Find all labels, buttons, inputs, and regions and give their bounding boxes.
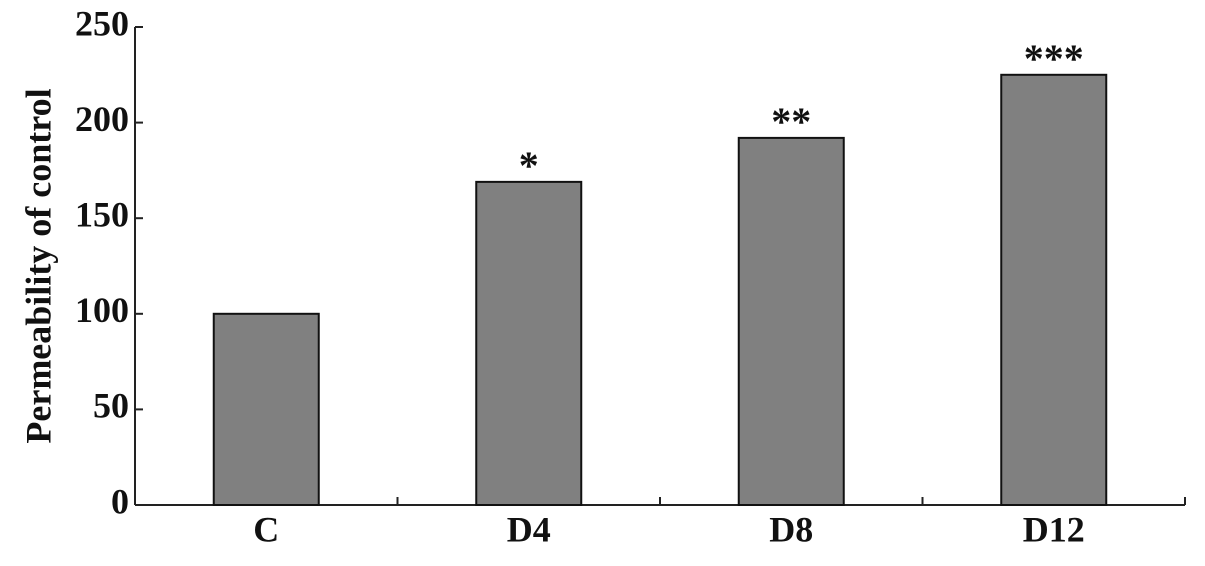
significance-label: *** bbox=[1024, 36, 1084, 81]
y-tick-label: 200 bbox=[75, 99, 129, 139]
x-tick-label: D4 bbox=[507, 509, 551, 549]
bar bbox=[212, 312, 320, 506]
bar bbox=[475, 180, 583, 506]
y-tick-label: 150 bbox=[75, 194, 129, 234]
x-tick-label: C bbox=[253, 509, 279, 549]
bar bbox=[737, 136, 845, 506]
x-tick-label: D12 bbox=[1023, 509, 1085, 549]
significance-label: * bbox=[519, 143, 539, 188]
y-tick-label: 50 bbox=[93, 386, 129, 426]
significance-label: ** bbox=[771, 99, 811, 144]
y-tick-label: 0 bbox=[111, 481, 129, 521]
y-tick-label: 250 bbox=[75, 3, 129, 43]
x-tick-label: D8 bbox=[769, 509, 813, 549]
y-axis-label: Permeability of control bbox=[18, 88, 58, 443]
bar bbox=[1000, 73, 1108, 507]
y-tick-label: 100 bbox=[75, 290, 129, 330]
